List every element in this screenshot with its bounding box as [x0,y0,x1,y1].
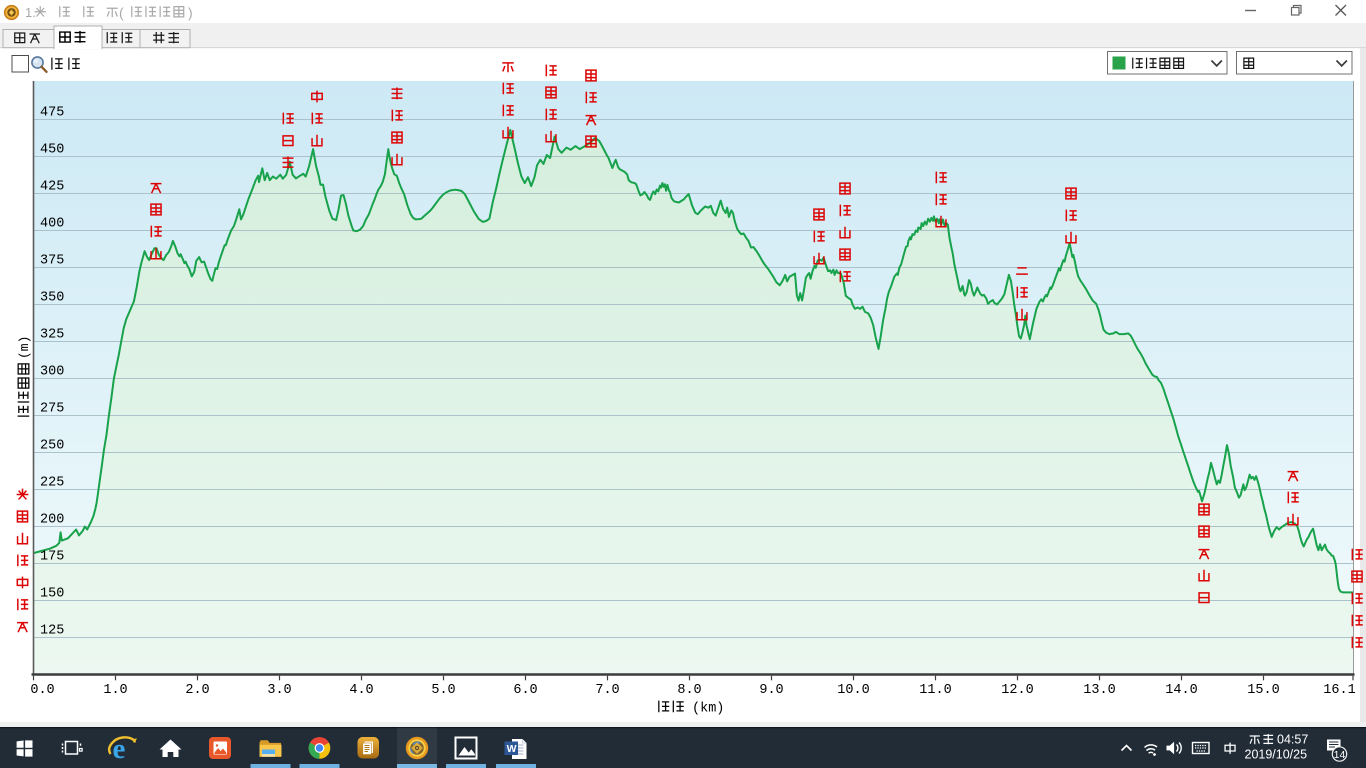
svg-text:125: 125 [40,624,64,639]
svg-text:10.0: 10.0 [837,683,869,698]
svg-text:425: 425 [40,180,64,195]
svg-text:2019/10/25: 2019/10/25 [1245,748,1308,762]
svg-text:04:57: 04:57 [1277,733,1308,747]
svg-text:5.0: 5.0 [431,683,455,698]
svg-text:350: 350 [40,291,64,306]
svg-text:175: 175 [40,550,64,565]
svg-text:2.0: 2.0 [185,683,209,698]
svg-text:250: 250 [40,439,64,454]
svg-text:(: ( [119,5,124,21]
svg-text:9.0: 9.0 [759,683,783,698]
svg-text:275: 275 [40,402,64,417]
svg-text:): ) [188,5,193,21]
svg-text:325: 325 [40,328,64,343]
svg-text:W: W [507,743,517,755]
svg-text:15.0: 15.0 [1247,683,1279,698]
svg-text:150: 150 [40,587,64,602]
svg-text:11.0: 11.0 [919,683,951,698]
svg-text:12.0: 12.0 [1001,683,1033,698]
svg-text:300: 300 [40,365,64,380]
svg-text:3.0: 3.0 [267,683,291,698]
svg-text:375: 375 [40,254,64,269]
svg-text:14: 14 [1334,749,1346,761]
svg-text:475: 475 [40,106,64,121]
svg-text:13.0: 13.0 [1083,683,1115,698]
svg-text:(m): (m) [17,336,32,359]
svg-text:16.1: 16.1 [1323,683,1355,698]
svg-text:1.: 1. [25,5,36,20]
svg-text:14.0: 14.0 [1165,683,1197,698]
svg-text:200: 200 [40,513,64,528]
svg-text:8.0: 8.0 [677,683,701,698]
svg-text:1.0: 1.0 [103,683,127,698]
svg-text:(km): (km) [692,702,724,717]
svg-text:400: 400 [40,217,64,232]
svg-text:4.0: 4.0 [349,683,373,698]
svg-text:6.0: 6.0 [513,683,537,698]
svg-text:225: 225 [40,476,64,491]
svg-text:7.0: 7.0 [595,683,619,698]
svg-text:0.0: 0.0 [30,683,54,698]
svg-text:450: 450 [40,143,64,158]
